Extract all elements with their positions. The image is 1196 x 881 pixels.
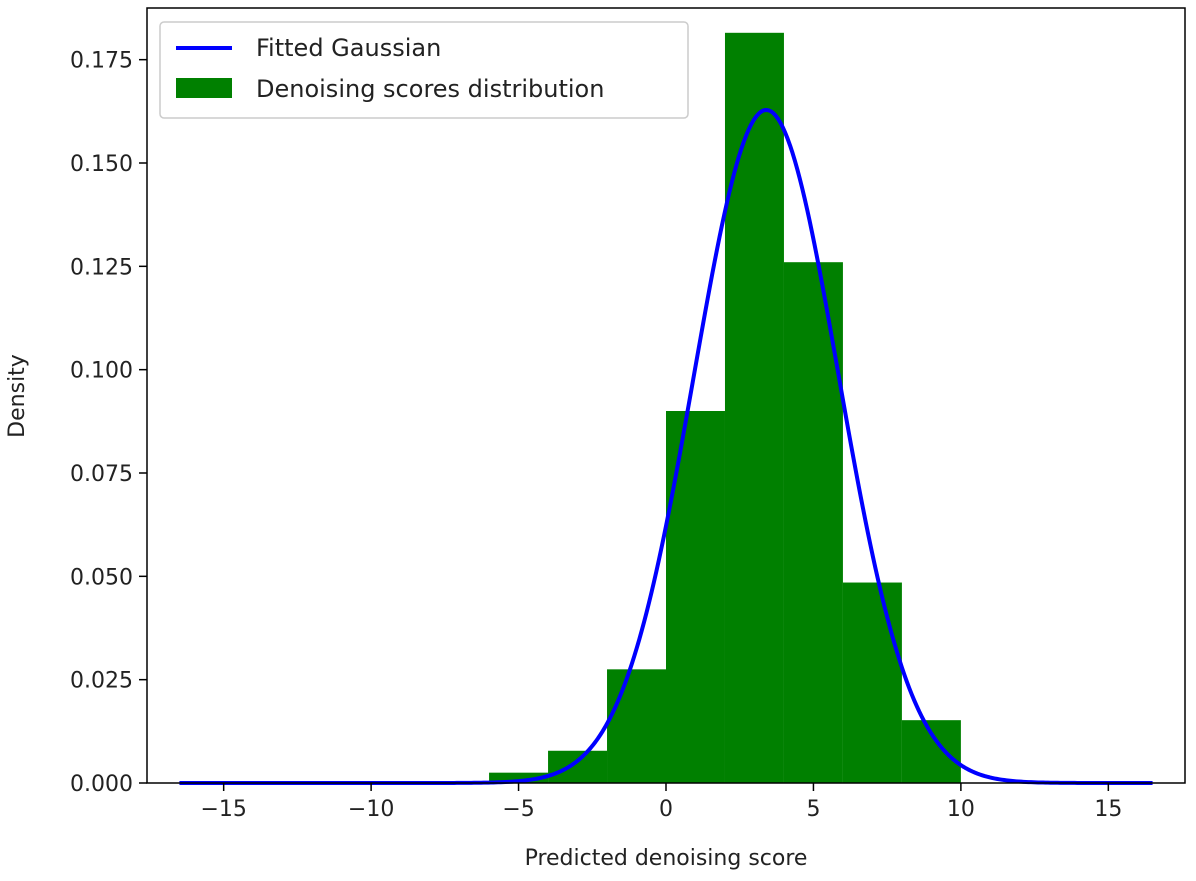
- histogram-bar: [607, 669, 666, 783]
- legend-box: [159, 21, 689, 119]
- y-axis-ticks: 0.000 0.025 0.050 0.075 0.100 0.125 0.150 0.175: [70, 49, 147, 797]
- x-tick-label: 10: [947, 797, 975, 822]
- y-axis-label: Density: [5, 354, 30, 438]
- histogram-bar: [666, 411, 725, 783]
- histogram-bar: [548, 750, 608, 783]
- y-tick-label: 0.150: [70, 152, 133, 177]
- histogram-bar: [724, 32, 784, 784]
- y-tick-label: 0.125: [70, 255, 133, 280]
- x-tick-label: 5: [806, 797, 820, 822]
- legend-swatch-denoising-scores: [176, 78, 232, 98]
- legend: Fitted Gaussian Denoising scores distrib…: [159, 21, 689, 119]
- x-tick-label: −10: [348, 797, 394, 822]
- histogram-bar: [489, 772, 549, 783]
- x-tick-label: 0: [659, 797, 673, 822]
- x-tick-label: 15: [1094, 797, 1122, 822]
- legend-label-fitted-gaussian: Fitted Gaussian: [256, 34, 441, 62]
- y-tick-label: 0.075: [70, 462, 133, 487]
- y-tick-label: 0.025: [70, 669, 133, 694]
- x-axis-ticks: −15 −10 −5 0 5 10 15: [200, 783, 1122, 822]
- y-tick-label: 0.175: [70, 49, 133, 74]
- y-tick-label: 0.100: [70, 359, 133, 384]
- y-tick-label: 0.050: [70, 565, 133, 590]
- legend-label-denoising-scores: Denoising scores distribution: [256, 75, 604, 103]
- y-tick-label: 0.000: [70, 772, 133, 797]
- x-axis-label: Predicted denoising score: [525, 846, 808, 871]
- histogram-bar: [901, 720, 961, 783]
- histogram-bar: [842, 582, 902, 783]
- x-tick-label: −5: [502, 797, 534, 822]
- x-tick-label: −15: [200, 797, 246, 822]
